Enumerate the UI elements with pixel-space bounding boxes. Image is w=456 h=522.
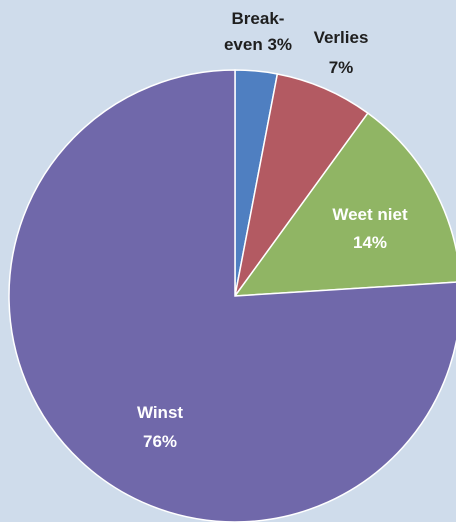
pie-slices bbox=[8, 69, 456, 522]
pie-slice-winst bbox=[8, 69, 456, 522]
slice-label-line: 14% bbox=[353, 233, 387, 252]
slice-label-line: Weet niet bbox=[332, 205, 408, 224]
slice-label-line: 7% bbox=[329, 58, 354, 77]
slice-label-weet-niet: Weet niet 14% bbox=[332, 205, 408, 252]
slice-label-winst: Winst 76% bbox=[137, 403, 183, 451]
slice-label-break-even: Break-even 3% bbox=[224, 9, 292, 54]
slice-label-line: Winst bbox=[137, 403, 183, 422]
pie-slice-weet-niet bbox=[233, 112, 456, 297]
slice-label-line: Verlies bbox=[314, 28, 369, 47]
slice-label-line: 76% bbox=[143, 432, 177, 451]
slice-label-line: even 3% bbox=[224, 35, 292, 54]
slice-label-line: Break- bbox=[232, 9, 285, 28]
slice-label-verlies: Verlies 7% bbox=[314, 28, 369, 77]
slice-labels: Break-even 3% Verlies 7% Weet niet 14% Winst 7… bbox=[137, 9, 408, 451]
